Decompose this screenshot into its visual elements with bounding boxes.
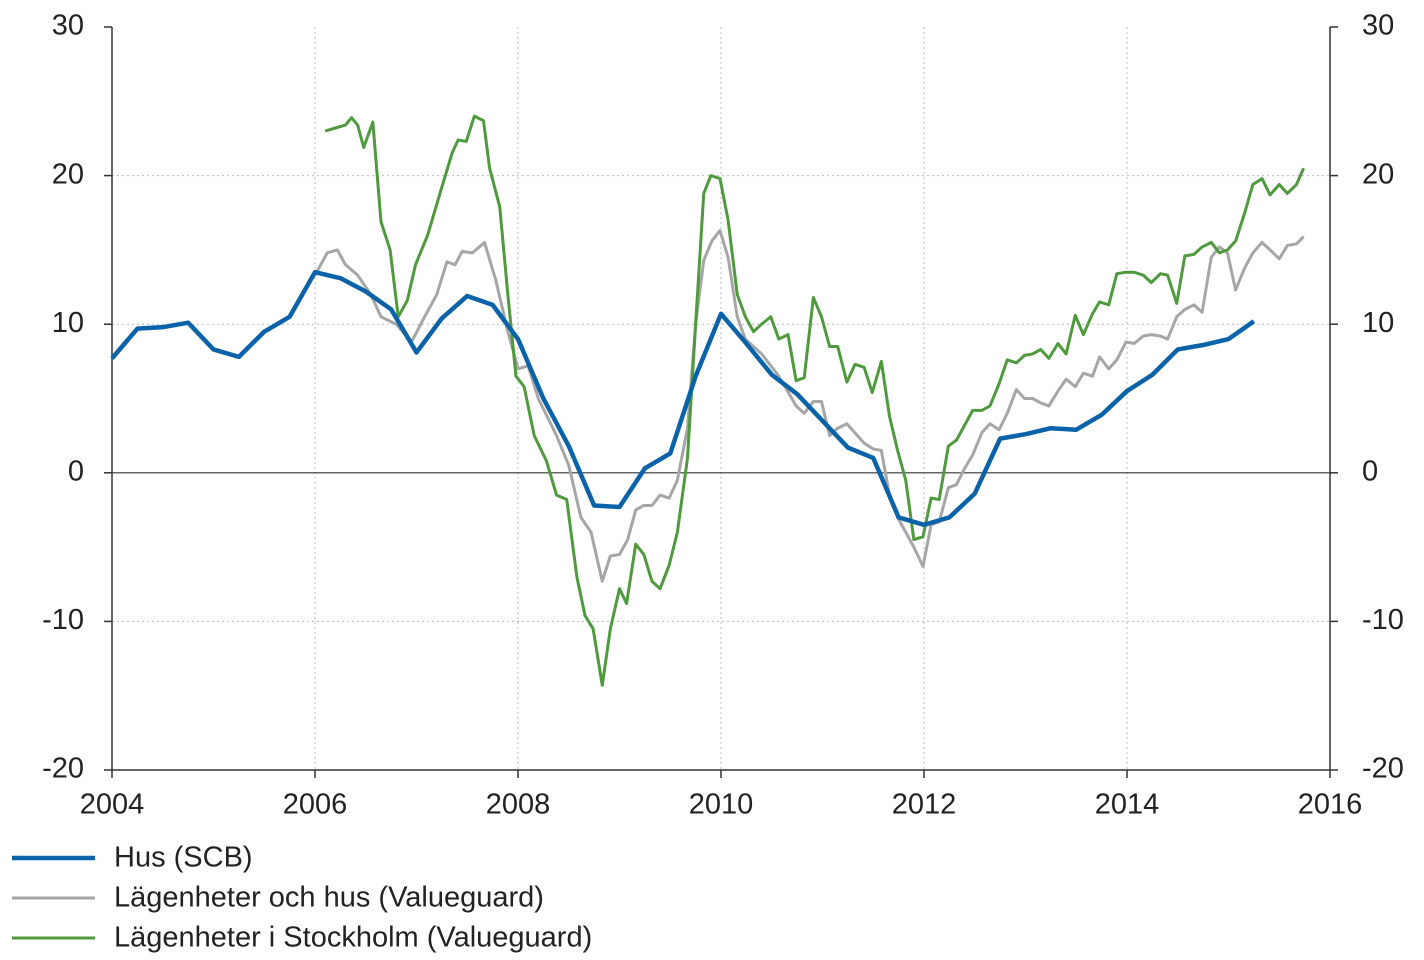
y-tick-label: -10 xyxy=(42,604,84,636)
x-tick-label: 2008 xyxy=(486,789,551,821)
x-tick-label: 2016 xyxy=(1298,789,1363,821)
x-tick-label: 2004 xyxy=(80,789,145,821)
y-tick-label: 20 xyxy=(52,158,84,190)
y-tick-label: 0 xyxy=(68,455,84,487)
y2-tick-label: 10 xyxy=(1362,307,1394,339)
y2-tick-label: 20 xyxy=(1362,158,1394,190)
y2-tick-label: 0 xyxy=(1362,455,1378,487)
x-tick-label: 2006 xyxy=(283,789,348,821)
series-line xyxy=(324,114,1305,687)
x-tick-label: 2012 xyxy=(892,789,957,821)
y-tick-label: -20 xyxy=(42,753,84,785)
y2-tick-label: -10 xyxy=(1362,604,1404,636)
y2-tick-label: -20 xyxy=(1362,753,1404,785)
legend-label: Lägenheter och hus (Valueguard) xyxy=(114,882,544,914)
series-line xyxy=(110,269,1256,528)
y-tick-label: 10 xyxy=(52,307,84,339)
x-tick-label: 2010 xyxy=(689,789,754,821)
legend-label: Hus (SCB) xyxy=(114,842,253,874)
series-line xyxy=(313,229,1305,583)
x-tick-label: 2014 xyxy=(1095,789,1160,821)
legend-label: Lägenheter i Stockholm (Valueguard) xyxy=(114,922,592,954)
y-tick-label: 30 xyxy=(52,10,84,42)
y2-tick-label: 30 xyxy=(1362,10,1394,42)
